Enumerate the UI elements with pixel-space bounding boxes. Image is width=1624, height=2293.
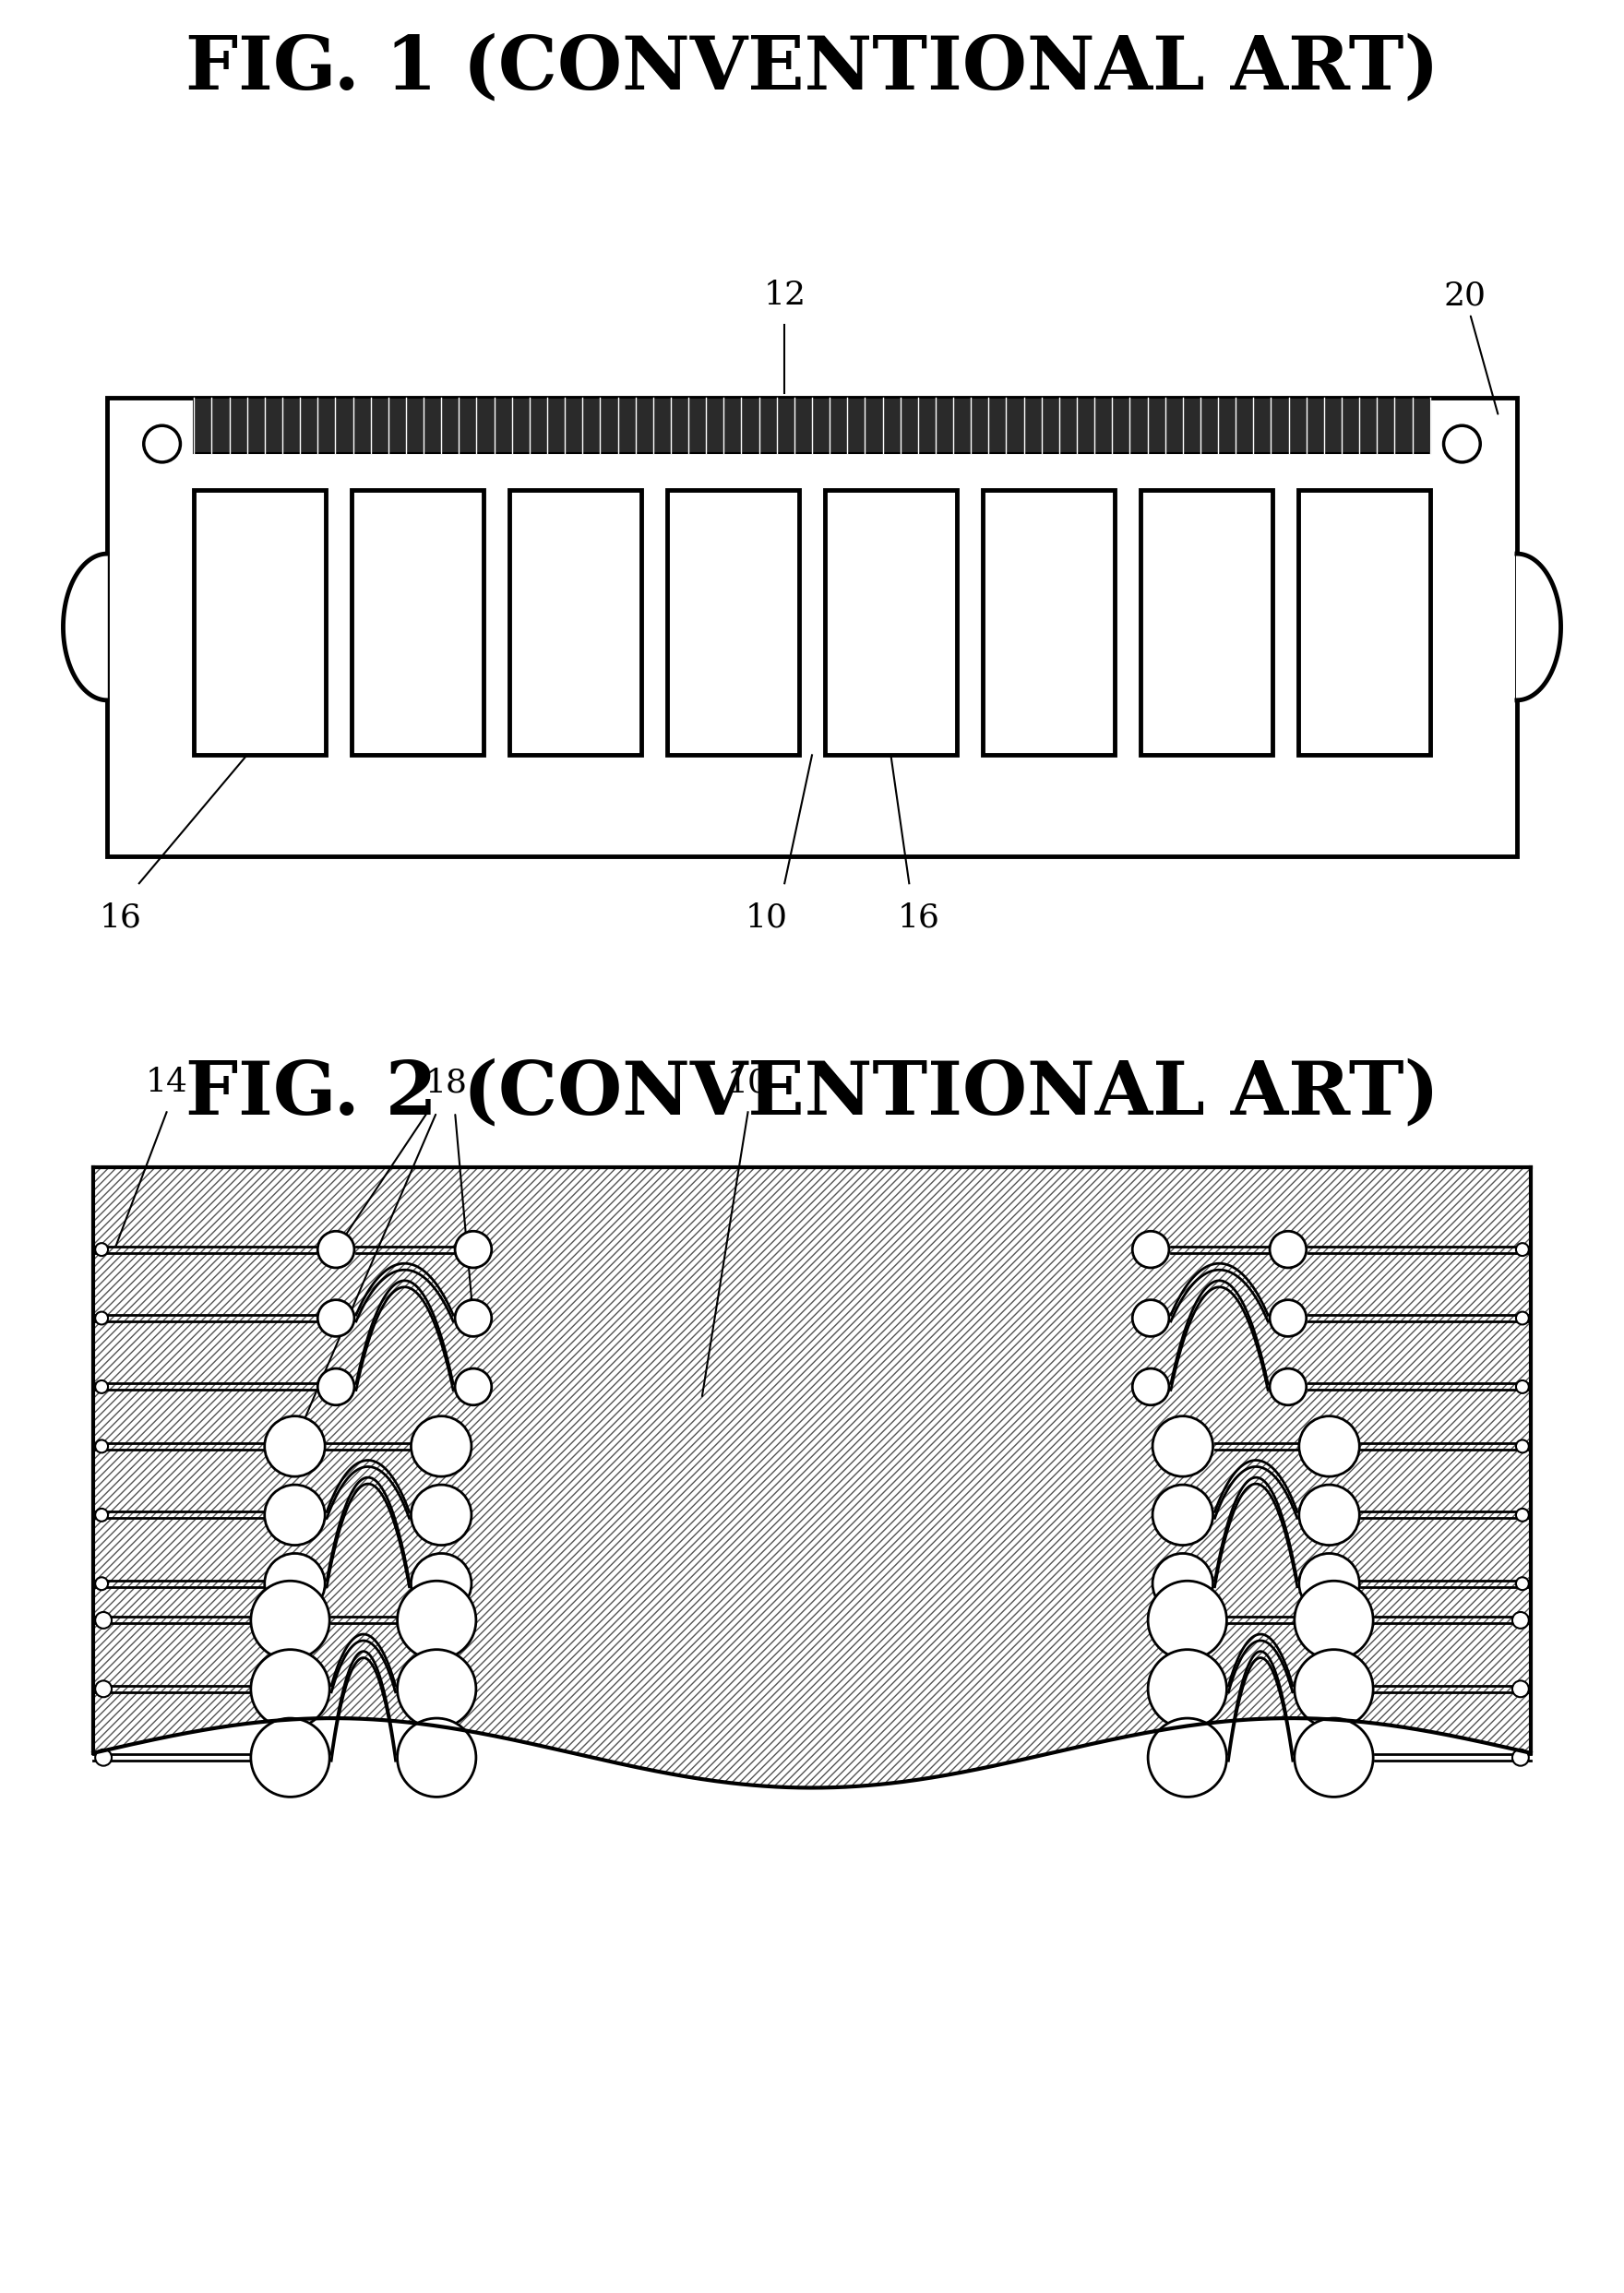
Circle shape: [1299, 1417, 1359, 1477]
Circle shape: [96, 1440, 109, 1454]
Circle shape: [398, 1649, 476, 1729]
Circle shape: [318, 1231, 354, 1268]
Circle shape: [96, 1681, 112, 1697]
Circle shape: [96, 1509, 109, 1520]
Bar: [667, 491, 799, 754]
Circle shape: [1515, 1440, 1528, 1454]
Circle shape: [96, 1380, 109, 1394]
Circle shape: [1153, 1486, 1213, 1545]
Circle shape: [250, 1580, 330, 1660]
Circle shape: [398, 1580, 476, 1660]
Text: 10: 10: [745, 901, 788, 933]
Circle shape: [1148, 1717, 1226, 1798]
Circle shape: [1444, 426, 1479, 463]
Circle shape: [398, 1717, 476, 1798]
Circle shape: [318, 1369, 354, 1406]
Circle shape: [265, 1552, 325, 1614]
Text: 14: 14: [146, 1066, 188, 1098]
Polygon shape: [93, 1167, 1531, 1789]
Circle shape: [411, 1552, 471, 1614]
Circle shape: [455, 1231, 492, 1268]
Bar: [195, 399, 1429, 454]
Circle shape: [411, 1417, 471, 1477]
Circle shape: [1515, 1243, 1528, 1257]
Text: 16: 16: [896, 901, 939, 933]
Text: 10: 10: [726, 1066, 770, 1098]
Circle shape: [1148, 1580, 1226, 1660]
Polygon shape: [1517, 553, 1561, 699]
Circle shape: [250, 1649, 330, 1729]
Circle shape: [250, 1717, 330, 1798]
Text: 20: 20: [1444, 280, 1497, 415]
Circle shape: [265, 1486, 325, 1545]
Text: FIG. 2 (CONVENTIONAL ART): FIG. 2 (CONVENTIONAL ART): [185, 1057, 1439, 1130]
Circle shape: [455, 1300, 492, 1337]
Circle shape: [96, 1312, 109, 1325]
Circle shape: [145, 426, 180, 463]
Bar: [1298, 491, 1429, 754]
Bar: [107, 399, 1517, 855]
Circle shape: [1299, 1486, 1359, 1545]
Circle shape: [1299, 1552, 1359, 1614]
Bar: [983, 491, 1114, 754]
Circle shape: [265, 1417, 325, 1477]
Circle shape: [1132, 1300, 1169, 1337]
Circle shape: [1512, 1612, 1528, 1628]
Text: 16: 16: [99, 901, 141, 933]
Circle shape: [96, 1750, 112, 1766]
Polygon shape: [63, 553, 107, 699]
Text: 12: 12: [763, 280, 806, 312]
Bar: [825, 491, 957, 754]
Circle shape: [1515, 1380, 1528, 1394]
Circle shape: [1270, 1300, 1306, 1337]
Circle shape: [411, 1486, 471, 1545]
Circle shape: [1270, 1369, 1306, 1406]
Text: 18: 18: [424, 1066, 468, 1098]
Circle shape: [455, 1369, 492, 1406]
Circle shape: [1270, 1231, 1306, 1268]
Circle shape: [1515, 1312, 1528, 1325]
Circle shape: [1294, 1717, 1374, 1798]
Text: FIG. 1 (CONVENTIONAL ART): FIG. 1 (CONVENTIONAL ART): [185, 32, 1439, 105]
Bar: [352, 491, 484, 754]
Bar: [510, 491, 641, 754]
Circle shape: [1153, 1552, 1213, 1614]
Circle shape: [1148, 1649, 1226, 1729]
Circle shape: [1294, 1649, 1374, 1729]
Circle shape: [1294, 1580, 1374, 1660]
Circle shape: [1515, 1578, 1528, 1589]
Circle shape: [318, 1300, 354, 1337]
Bar: [195, 491, 326, 754]
Circle shape: [96, 1578, 109, 1589]
Circle shape: [96, 1243, 109, 1257]
Circle shape: [1515, 1509, 1528, 1520]
Circle shape: [96, 1612, 112, 1628]
Circle shape: [1512, 1750, 1528, 1766]
Bar: [1140, 491, 1272, 754]
Circle shape: [1132, 1369, 1169, 1406]
Circle shape: [1153, 1417, 1213, 1477]
Circle shape: [1132, 1231, 1169, 1268]
Circle shape: [1512, 1681, 1528, 1697]
